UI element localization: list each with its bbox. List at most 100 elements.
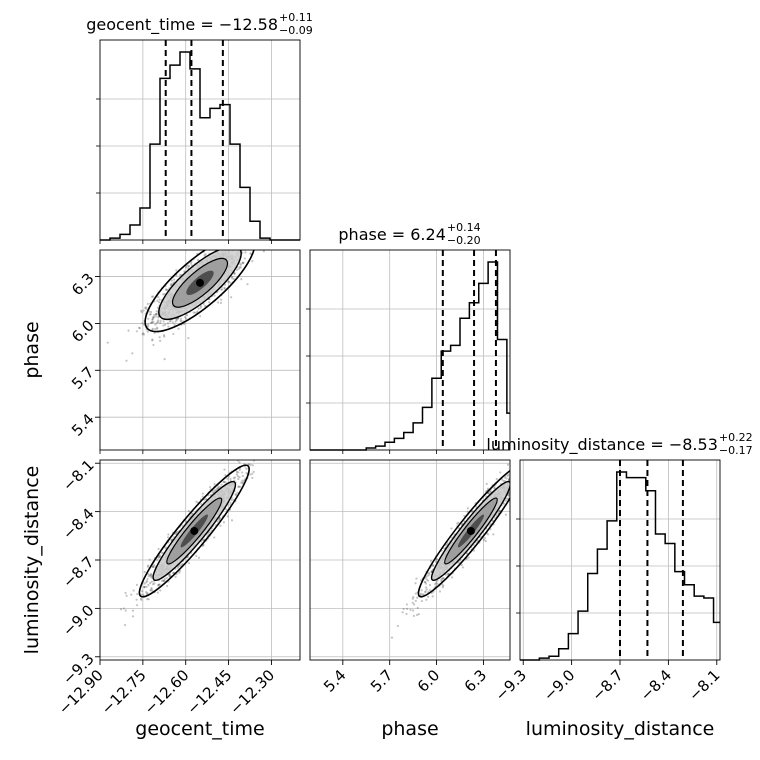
sample-point	[210, 529, 213, 532]
sample-point	[401, 611, 404, 614]
sample-point	[215, 487, 218, 490]
sample-point	[140, 309, 143, 312]
sample-point	[483, 537, 487, 540]
sample-point	[508, 494, 510, 498]
sample-point	[409, 608, 412, 611]
sample-point	[154, 327, 157, 331]
sample-point	[237, 267, 241, 270]
sample-point	[241, 262, 244, 265]
joint-panel-geocent_time-vs-luminosity_distance	[100, 460, 300, 660]
hist-bar	[120, 234, 130, 240]
sample-point	[412, 614, 415, 617]
sample-point	[238, 475, 241, 479]
sample-point	[461, 566, 465, 569]
sample-point	[220, 483, 223, 486]
sample-point	[514, 487, 516, 489]
sample-point	[488, 524, 491, 527]
sample-point	[237, 485, 241, 488]
sample-point	[470, 510, 474, 513]
sample-point	[411, 597, 414, 600]
sample-point	[491, 519, 494, 522]
sample-point	[140, 597, 143, 600]
sample-point	[151, 583, 155, 586]
sample-point	[168, 575, 171, 578]
sample-point	[441, 577, 445, 580]
sample-point	[233, 272, 236, 275]
sample-point	[218, 517, 222, 520]
sample-point	[467, 556, 470, 559]
sample-point	[486, 487, 490, 490]
sample-point	[231, 277, 234, 280]
sample-point	[220, 288, 223, 291]
sample-point	[414, 599, 417, 603]
sample-point	[151, 318, 154, 321]
sample-point	[441, 577, 444, 580]
sample-point	[201, 538, 205, 542]
sample-point	[155, 321, 158, 324]
sample-point	[157, 583, 161, 587]
hist-panel-luminosity_distance	[516, 460, 720, 661]
sample-point	[516, 481, 518, 483]
sample-point	[499, 471, 502, 474]
sample-point	[229, 244, 231, 246]
sample-point	[226, 477, 229, 480]
sample-point	[512, 482, 514, 484]
sample-point	[487, 492, 490, 495]
sample-point	[141, 322, 144, 325]
sample-point	[186, 314, 189, 317]
sample-point	[229, 477, 232, 481]
sample-point	[151, 565, 155, 568]
sample-point	[506, 474, 509, 477]
sample-point	[164, 323, 167, 326]
hist-bar	[130, 225, 140, 240]
sample-point	[512, 473, 514, 475]
sample-point	[233, 227, 235, 229]
x-tick-label: −12.45	[183, 666, 235, 718]
sample-point	[155, 313, 158, 316]
sample-point	[512, 486, 514, 488]
sample-point	[125, 359, 128, 362]
sample-point	[250, 245, 252, 247]
sample-point	[446, 572, 450, 575]
sample-point	[226, 245, 228, 247]
sample-point	[241, 482, 244, 485]
sample-point	[507, 494, 510, 497]
sample-point	[236, 268, 239, 272]
sample-point	[141, 589, 144, 593]
sample-point	[237, 213, 239, 215]
sample-point	[224, 481, 227, 484]
sample-point	[205, 498, 208, 501]
sample-point	[238, 468, 241, 471]
sample-point	[180, 563, 183, 566]
sample-point	[162, 579, 165, 583]
sample-point	[142, 309, 145, 312]
sample-point	[507, 473, 510, 476]
sample-point	[416, 613, 419, 617]
sample-point	[216, 243, 218, 245]
sample-point	[226, 280, 229, 283]
joint-panel-phase-vs-luminosity_distance	[310, 460, 526, 660]
sample-point	[143, 582, 146, 585]
sample-point	[460, 563, 463, 567]
sample-point	[515, 480, 517, 482]
sample-point	[148, 313, 152, 316]
sample-point	[222, 521, 226, 524]
sample-point	[229, 281, 232, 284]
sample-point	[230, 247, 232, 249]
sample-point	[169, 319, 172, 322]
sample-point	[149, 589, 152, 592]
sample-point	[514, 465, 516, 467]
sample-point	[232, 242, 234, 244]
sample-point	[199, 315, 202, 318]
sample-point	[230, 498, 233, 502]
sample-point	[514, 477, 516, 479]
sample-point	[493, 487, 496, 490]
sample-point	[154, 315, 157, 318]
sample-point	[524, 464, 526, 466]
sample-point	[166, 536, 170, 539]
sample-point	[241, 481, 245, 484]
sample-point	[164, 288, 168, 291]
sample-point	[237, 471, 240, 474]
panel-content	[100, 460, 300, 660]
